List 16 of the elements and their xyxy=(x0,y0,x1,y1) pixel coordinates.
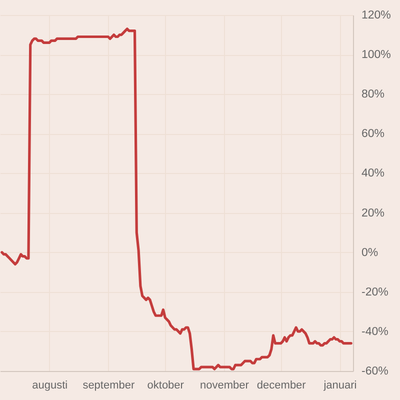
x-tick-label: augusti xyxy=(32,380,68,392)
y-tick-label: 20% xyxy=(362,207,385,220)
x-tick-label: januari xyxy=(322,380,357,392)
y-tick-label: 120% xyxy=(362,10,391,22)
y-tick-label: 80% xyxy=(362,88,385,101)
y-tick-label: 60% xyxy=(362,128,385,140)
y-tick-label: 100% xyxy=(362,49,391,62)
y-tick-label: 0% xyxy=(362,246,378,259)
x-tick-label: oktober xyxy=(147,380,184,392)
y-tick-label: 40% xyxy=(362,168,385,180)
y-tick-label: -60% xyxy=(362,366,388,378)
x-tick-label: september xyxy=(82,380,135,392)
y-tick-label: -20% xyxy=(362,286,388,298)
y-tick-label: -40% xyxy=(362,326,388,338)
x-tick-label: december xyxy=(256,380,306,392)
x-tick-label: november xyxy=(200,380,250,392)
